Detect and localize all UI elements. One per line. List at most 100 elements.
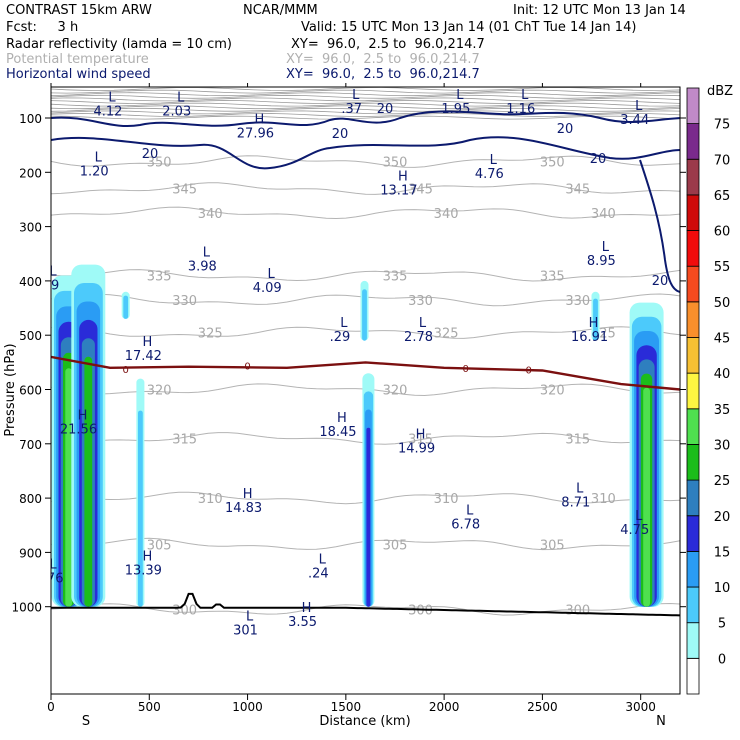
colorbar-tick-label: 55 — [714, 260, 731, 275]
colorbar-unit: dBZ — [707, 84, 733, 99]
plot-frame — [50, 86, 681, 695]
wind-speed-20-label: 20 — [377, 102, 394, 117]
colorbar-swatch — [686, 658, 700, 695]
wind-speed-20-label: 20 — [142, 147, 159, 162]
colorbar-tick-label: 65 — [714, 189, 731, 204]
theta-contour-label: 350 — [147, 155, 172, 170]
reflectivity-cell — [593, 298, 598, 341]
theta-contour-label: 345 — [172, 183, 197, 198]
colorbar-tick-label: 45 — [714, 332, 731, 347]
colorbar-swatch — [686, 515, 700, 552]
colorbar-tick-label: 70 — [714, 153, 731, 168]
wind-speed-20-line — [51, 110, 680, 127]
colorbar-swatch — [686, 444, 700, 481]
extrema-value: .37 — [341, 102, 362, 117]
theta-contour-label: 330 — [565, 294, 590, 309]
y-tick-label: 400 — [19, 275, 42, 289]
x-tick-label: 0 — [47, 700, 55, 714]
extrema-value: 27.96 — [237, 126, 274, 141]
y-tick-label: 800 — [19, 492, 42, 506]
extrema-marker: H — [142, 335, 152, 350]
extrema-marker: L — [576, 482, 584, 497]
extrema-marker: L — [108, 91, 116, 106]
valid-time: Valid: 15 UTC Mon 13 Jan 14 (01 ChT Tue … — [301, 20, 637, 35]
reflectivity-cell — [123, 295, 129, 319]
extrema-value: 8.95 — [587, 254, 616, 269]
extrema-marker: L — [490, 153, 498, 168]
extrema-marker: L — [268, 267, 276, 282]
theta-contour-label: 300 — [172, 603, 197, 618]
reflectivity-cell — [362, 289, 367, 341]
wind-speed-20-label: 20 — [590, 152, 607, 167]
extrema-value: 2.03 — [162, 105, 191, 120]
x-tick-label: 1000 — [232, 700, 263, 714]
extrema-marker: H — [142, 550, 152, 565]
colorbar-tick-label: 75 — [714, 118, 731, 133]
extrema-marker: L — [49, 558, 57, 573]
colorbar-tick-label: 20 — [714, 510, 731, 525]
theta-contour-label: 350 — [383, 155, 408, 170]
y-tick-label: 700 — [19, 438, 42, 452]
extrema-marker: H — [416, 427, 426, 442]
wind-speed-20-line — [51, 136, 680, 170]
colorbar-swatch — [686, 87, 700, 124]
colorbar-swatch — [686, 622, 700, 659]
theta-contour-label: 320 — [147, 384, 172, 399]
extrema-value: 2.78 — [404, 330, 433, 345]
colorbar-swatch — [686, 301, 700, 338]
theta-contour-label: 330 — [172, 294, 197, 309]
y-tick-label: 500 — [19, 329, 42, 343]
extrema-marker: L — [95, 150, 103, 165]
theta-contour-upper — [51, 107, 680, 112]
extrema-marker: L — [602, 240, 610, 255]
y-tick-label: 300 — [19, 221, 42, 235]
colorbar-swatch — [686, 230, 700, 267]
reflectivity-cell — [366, 427, 371, 607]
wind-speed-20-label: 20 — [557, 122, 574, 137]
extrema-marker: L — [419, 316, 427, 331]
reflectivity-shading — [51, 264, 664, 607]
colorbar-swatch — [686, 265, 700, 303]
colorbar-tick-label: 60 — [714, 225, 731, 240]
theta-contour-label: 335 — [147, 269, 172, 284]
extrema-value: 1.95 — [441, 102, 470, 117]
field-name-wind: Horizontal wind speed — [6, 67, 151, 82]
theta-contour-label: 320 — [383, 384, 408, 399]
extrema-marker: L — [319, 552, 327, 567]
extrema-marker: L — [352, 88, 360, 103]
y-tick-label: 200 — [19, 166, 42, 180]
extrema-value: 4.09 — [253, 281, 282, 296]
theta-contour-upper — [51, 94, 680, 99]
theta-contour-label: 300 — [565, 603, 590, 618]
colorbar-tick-label: 40 — [714, 367, 731, 382]
terrain-line — [51, 592, 680, 617]
freezing-level-line — [51, 355, 680, 391]
theta-contour-upper — [51, 105, 680, 110]
field-name-theta: Potential temperature — [6, 52, 149, 67]
extrema-marker: H — [255, 112, 265, 127]
extrema-value: 21.56 — [60, 422, 97, 437]
theta-contour-upper — [51, 115, 680, 120]
colorbar-tick-label: 30 — [714, 438, 731, 453]
freezing-level-label: 0 — [244, 362, 250, 373]
colorbar-swatch — [686, 372, 700, 410]
theta-contour-label: 345 — [565, 183, 590, 198]
extrema-value: 7.76 — [35, 572, 64, 587]
freezing-level-label: 0 — [463, 364, 469, 375]
colorbar-swatch — [686, 123, 700, 160]
extrema-marker: L — [203, 245, 211, 260]
extrema-value: 6.78 — [451, 517, 480, 532]
extrema-value: 14.83 — [225, 501, 262, 516]
wind-speed-20-line — [639, 159, 680, 293]
theta-contour-label: 310 — [591, 492, 616, 507]
wind-speed-20-label: 20 — [652, 274, 669, 289]
extrema-value: 16.91 — [571, 330, 608, 345]
extrema-marker: L — [456, 88, 464, 103]
theta-contour-label: 310 — [434, 492, 459, 507]
extrema-value: 13.39 — [125, 564, 162, 579]
reflectivity-cell — [65, 368, 73, 607]
theta-contour-label: 340 — [198, 207, 223, 222]
extrema-marker: L — [635, 509, 643, 524]
